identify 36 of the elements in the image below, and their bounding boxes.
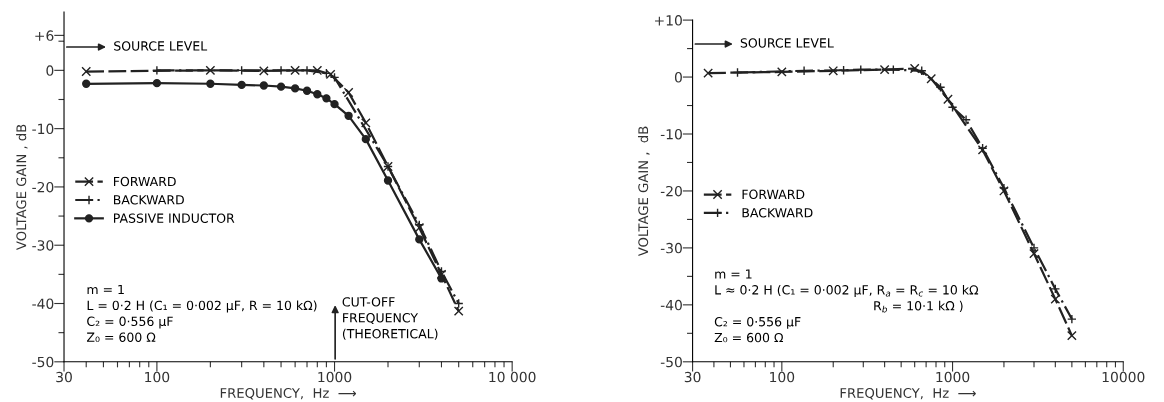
y-tick-label: -30	[660, 242, 682, 254]
y-tick-label: -40	[32, 298, 54, 309]
annotation: SOURCE LEVEL	[114, 41, 208, 51]
x-tick-label: 1000	[318, 371, 352, 383]
legend-label: BACKWARD	[114, 195, 184, 205]
x-tick-label: 30	[56, 371, 72, 383]
x-tick-label: 30	[684, 371, 701, 383]
y-tick-label: -20	[32, 181, 54, 193]
text: m = 1 L ≈ 0·2 H (C₁ = 0·002 μF, R$_{a}$ = R$_{c}$ = 10 kΩ R$_{b}$ = 10·1 kΩ ) C₂ = 0·556 μF Z₀ = 600 Ω	[714, 269, 979, 343]
legend-label: FORWARD	[114, 176, 176, 187]
x-tick-label: 1000	[936, 371, 970, 383]
y-axis-title: VOLTAGE GAIN , dB	[638, 126, 650, 257]
y-tick-label: -50	[660, 356, 682, 368]
legend-label: BACKWARD	[742, 207, 813, 218]
y-tick-label: -10	[660, 128, 682, 140]
x-tick-label: 100	[145, 371, 170, 383]
legend-label: PASSIVE INDUCTOR	[114, 213, 235, 223]
y-tick-label: -50	[32, 356, 54, 368]
annotation: CUT-OFF FREQUENCY (THEORETICAL)	[342, 297, 438, 340]
y-tick-label: -40	[660, 299, 682, 311]
y-tick-label: -20	[660, 185, 682, 197]
y-axis-title: VOLTAGE GAIN , dB	[16, 124, 28, 250]
y-tick-label: 0	[674, 72, 682, 83]
y-tick-label: -10	[32, 123, 54, 135]
x-tick-label: 100	[770, 371, 795, 383]
x-tick-label: 10 000	[489, 371, 536, 383]
annotation: m = 1 L = 0·2 H (C₁ = 0·002 μF, R = 10 kΩ) C₂ = 0·556 μF Z₀ = 600 Ω	[86, 284, 317, 342]
y-tick-label: 0	[46, 65, 54, 76]
y-tick-label: +10	[655, 15, 682, 26]
legend-label: FORWARD	[742, 189, 805, 200]
x-axis-title: FREQUENCY, Hz ⟶	[840, 387, 976, 400]
annotation: SOURCE LEVEL	[740, 38, 834, 48]
x-tick-label: 10000	[1102, 371, 1145, 383]
y-tick-label: -30	[32, 240, 54, 251]
y-tick-label: +6	[35, 30, 54, 41]
x-axis-title: FREQUENCY, Hz ⟶	[220, 387, 357, 400]
